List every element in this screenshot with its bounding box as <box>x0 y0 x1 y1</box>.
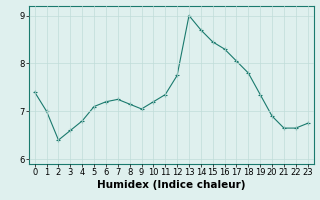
X-axis label: Humidex (Indice chaleur): Humidex (Indice chaleur) <box>97 180 245 190</box>
